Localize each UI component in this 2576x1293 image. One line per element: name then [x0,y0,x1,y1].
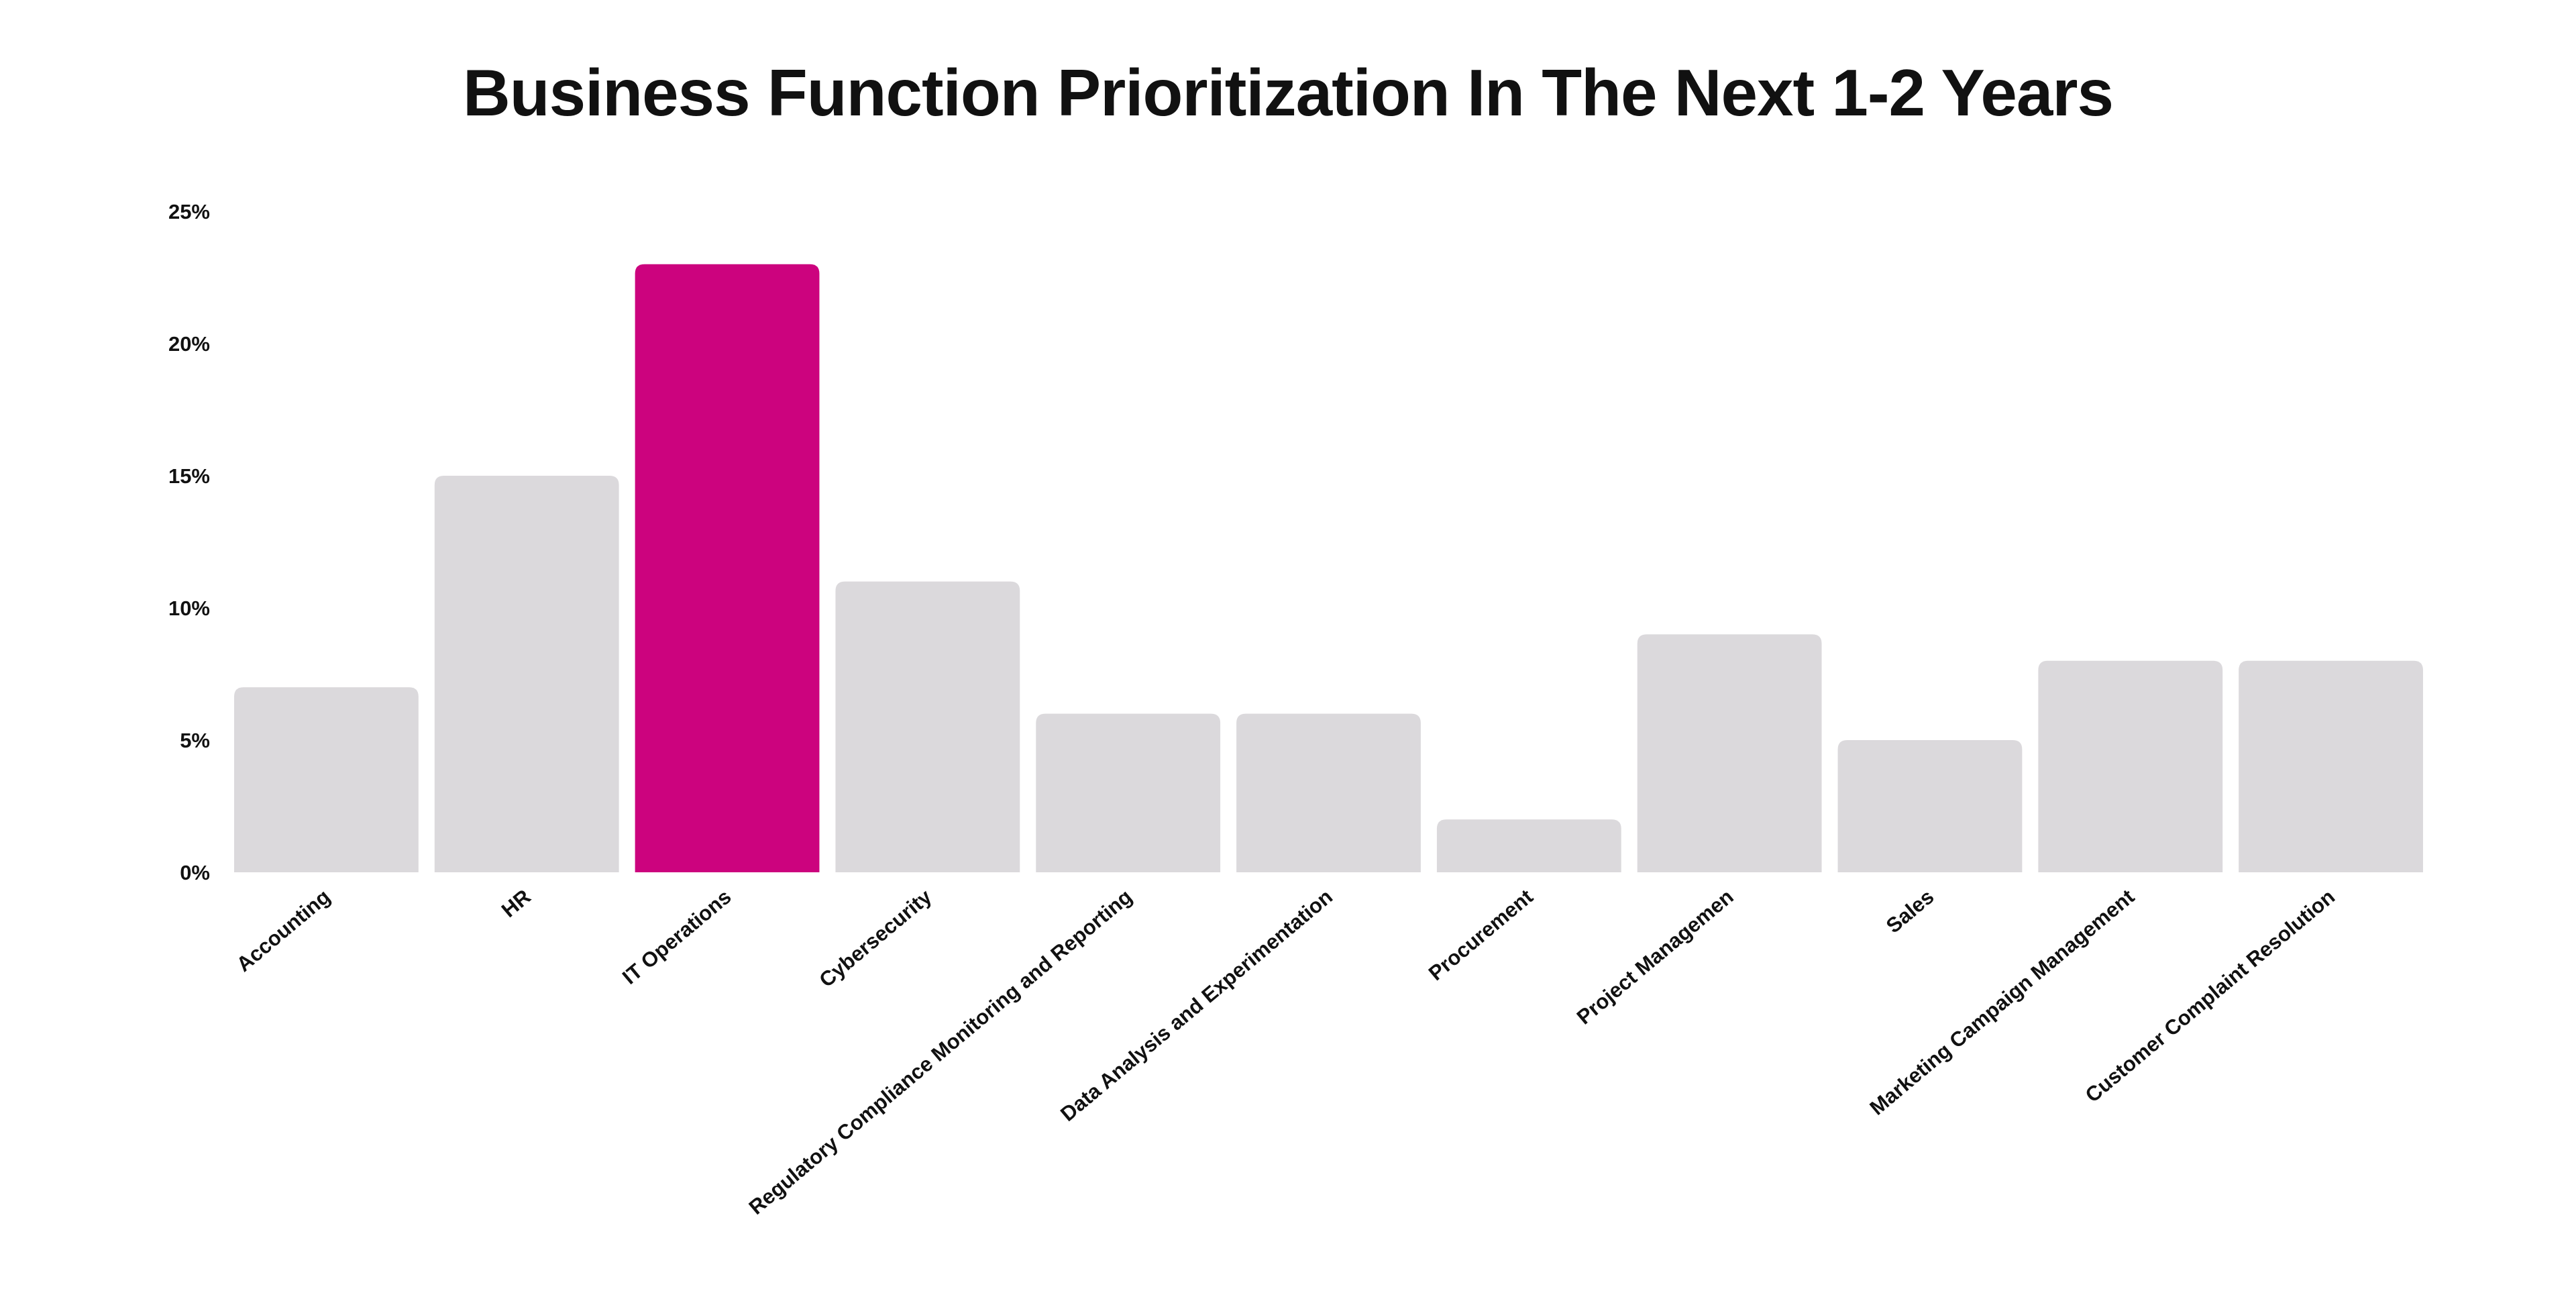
x-tick-label: Sales [1882,885,1939,938]
x-tick-label: IT Operations [618,885,736,989]
bar [1637,634,1822,872]
x-tick-label: Regulatory Compliance Monitoring and Rep… [745,885,1137,1219]
y-tick-label: 15% [168,464,210,488]
x-tick-label: Project Managemen [1572,885,1738,1029]
y-tick-label: 10% [168,597,210,620]
x-tick-label: Accounting [232,885,335,976]
bars-group [234,264,2423,872]
x-tick-label: Procurement [1424,885,1538,986]
bar [835,581,1020,872]
y-tick-label: 25% [168,200,210,223]
bar [434,476,619,872]
bar [1436,819,1621,872]
x-tick-label: Cybersecurity [814,884,936,992]
y-tick-label: 20% [168,332,210,356]
bar [635,264,820,872]
bar [234,687,419,872]
chart-title: Business Function Prioritization In The … [462,56,2114,130]
bar [2239,660,2423,872]
y-axis: 0% 5% 10% 15% 20% 25% [168,200,210,884]
x-tick-label: HR [497,885,535,923]
x-axis: Accounting HR IT Operations CybersecurityRe… [232,884,2339,1219]
bar [2038,660,2223,872]
bar [1837,740,2023,872]
y-tick-label: 0% [180,861,210,884]
bar [1036,713,1221,872]
bar [1236,713,1421,872]
y-tick-label: 5% [180,729,210,752]
